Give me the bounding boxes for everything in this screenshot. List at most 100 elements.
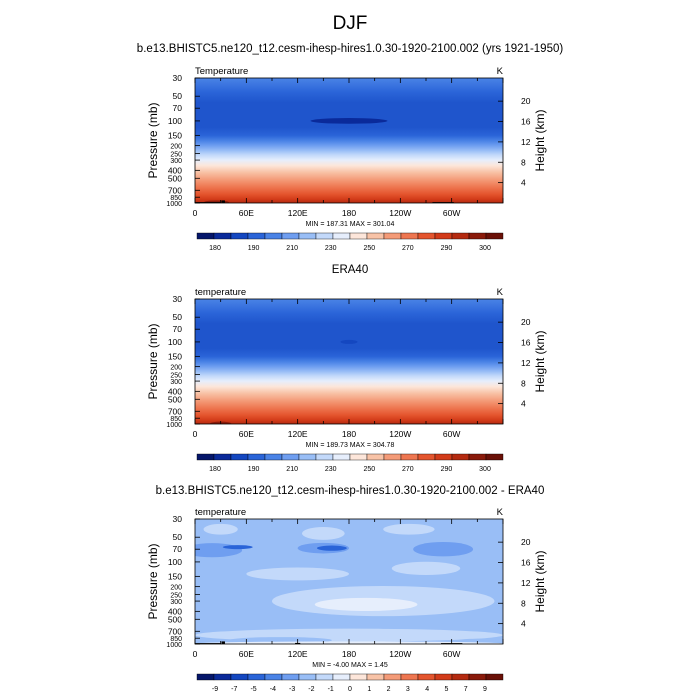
- colorbar-swatch: [264, 673, 283, 681]
- x-tick-label: 180: [342, 208, 356, 218]
- x-tick-label: 60W: [443, 649, 460, 659]
- x-tick-label: 120E: [288, 649, 308, 659]
- colorbar-swatch: [213, 673, 232, 681]
- colorbar-swatch: [400, 232, 419, 240]
- chart-title: ERA40: [332, 264, 368, 276]
- contour-region-1: [203, 523, 238, 535]
- field-name-label: Temperature: [195, 66, 248, 77]
- x-tick-label: 120W: [389, 649, 411, 659]
- colorbar-swatch: [451, 673, 470, 681]
- colorbar-swatch: [400, 453, 419, 461]
- pressure-tick-label: 70: [173, 544, 183, 554]
- colorbar-label: -1: [328, 686, 334, 693]
- height-tick-label: 12: [521, 137, 531, 147]
- colorbar-label: 4: [425, 686, 429, 693]
- colorbar-label: -5: [250, 686, 256, 693]
- x-tick-label: 0: [193, 649, 198, 659]
- colorbar-label: 270: [402, 245, 414, 252]
- pressure-tick-label: 500: [168, 394, 182, 404]
- height-tick-label: 20: [521, 96, 531, 106]
- y-axis-label: Pressure (mb): [146, 323, 160, 399]
- colorbar-swatch: [366, 232, 385, 240]
- colorbar-swatch: [366, 453, 385, 461]
- contour-region-9: [391, 561, 461, 576]
- colorbar: -9 -7 -5 -4 -3 -2 -1 0 1 2 3 4 5 7 9: [196, 673, 504, 693]
- pressure-tick-label: 300: [170, 158, 182, 165]
- pressure-tick-label: 1000: [166, 201, 182, 208]
- colorbar-label: -3: [289, 686, 295, 693]
- colorbar-label: 230: [325, 245, 337, 252]
- colorbar-swatch: [213, 232, 232, 240]
- height-tick-label: 12: [521, 578, 531, 588]
- colorbar-swatch: [366, 673, 385, 681]
- colorbar-swatch: [247, 453, 266, 461]
- colorbar-swatch: [434, 673, 453, 681]
- topography-mask-3: [432, 202, 454, 203]
- colorbar-swatch: [349, 232, 368, 240]
- colorbar-swatch: [383, 453, 402, 461]
- contour-region-1: [340, 339, 358, 344]
- pressure-tick-label: 850: [170, 195, 182, 202]
- colorbar-swatch: [247, 673, 266, 681]
- colorbar-swatch: [196, 673, 215, 681]
- colorbar-label: 5: [444, 686, 448, 693]
- units-label: K: [497, 507, 504, 518]
- pressure-tick-label: 300: [170, 379, 182, 386]
- colorbar-label: -7: [231, 686, 237, 693]
- colorbar-swatch: [213, 453, 232, 461]
- pressure-tick-label: 150: [168, 571, 182, 581]
- colorbar-swatch: [451, 453, 470, 461]
- colorbar-swatch: [451, 232, 470, 240]
- contour-field: [195, 519, 503, 644]
- colorbar-swatch: [434, 232, 453, 240]
- pressure-tick-label: 200: [170, 365, 182, 372]
- colorbar-label: 250: [363, 245, 375, 252]
- field-name-label: temperature: [195, 507, 246, 518]
- pressure-tick-label: 700: [168, 406, 182, 416]
- colorbar-label: 230: [325, 466, 337, 473]
- colorbar-label: 3: [406, 686, 410, 693]
- colorbar-swatch: [315, 232, 334, 240]
- colorbar-label: 180: [209, 466, 221, 473]
- colorbar-label: 300: [479, 466, 491, 473]
- colorbar-swatch: [383, 673, 402, 681]
- pressure-tick-label: 50: [173, 91, 183, 101]
- pressure-tick-label: 250: [170, 373, 182, 380]
- colorbar-label: -9: [212, 686, 218, 693]
- pressure-tick-label: 400: [168, 606, 182, 616]
- y-axis-right-label: Height (km): [533, 109, 547, 171]
- x-tick-label: 0: [193, 208, 198, 218]
- colorbar-label: 190: [248, 466, 260, 473]
- colorbar-label: 1: [367, 686, 371, 693]
- pressure-tick-label: 1000: [166, 642, 182, 649]
- colorbar-swatch: [281, 232, 300, 240]
- pressure-tick-label: 100: [168, 337, 182, 347]
- height-tick-label: 4: [521, 178, 526, 188]
- height-tick-label: 16: [521, 338, 531, 348]
- pressure-tick-label: 200: [170, 144, 182, 151]
- pressure-tick-label: 250: [170, 593, 182, 600]
- colorbar-swatch: [230, 673, 249, 681]
- colorbar-label: 0: [348, 686, 352, 693]
- colorbar-swatch: [400, 673, 419, 681]
- pressure-tick-label: 100: [168, 116, 182, 126]
- pressure-tick-label: 70: [173, 324, 183, 334]
- colorbar-label: 7: [464, 686, 468, 693]
- min-max-label: MIN = -4.00 MAX = 1.45: [312, 662, 388, 669]
- colorbar-swatch: [349, 673, 368, 681]
- colorbar-label: 2: [387, 686, 391, 693]
- colorbar-label: 290: [441, 466, 453, 473]
- contour-region-5: [222, 545, 253, 550]
- colorbar-label: 190: [248, 245, 260, 252]
- topography-mask-1: [195, 643, 221, 644]
- colorbar-swatch: [383, 232, 402, 240]
- colorbar-label: 290: [441, 245, 453, 252]
- height-tick-label: 4: [521, 399, 526, 409]
- contour-field: [195, 78, 503, 203]
- height-tick-label: 12: [521, 358, 531, 368]
- colorbar-swatch: [485, 673, 504, 681]
- x-tick-label: 60E: [239, 429, 254, 439]
- pressure-tick-label: 700: [168, 185, 182, 195]
- colorbar-swatch: [417, 232, 436, 240]
